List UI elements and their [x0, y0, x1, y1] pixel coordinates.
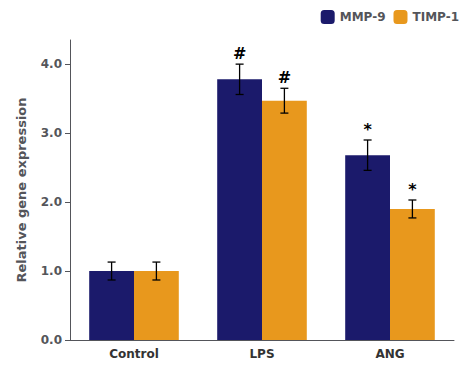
svg-text:0.0: 0.0 — [41, 333, 62, 347]
svg-text:LPS: LPS — [249, 347, 274, 361]
svg-text:*: * — [408, 180, 417, 199]
svg-text:2.0: 2.0 — [41, 195, 62, 209]
svg-text:TIMP-1: TIMP-1 — [412, 10, 459, 24]
svg-text:MMP-9: MMP-9 — [340, 10, 386, 24]
svg-text:4.0: 4.0 — [41, 57, 62, 71]
svg-text:3.0: 3.0 — [41, 126, 62, 140]
svg-text:#: # — [233, 44, 246, 63]
svg-text:Relative gene expression: Relative gene expression — [14, 97, 29, 282]
svg-text:ANG: ANG — [375, 347, 404, 361]
svg-text:#: # — [278, 68, 291, 87]
svg-text:*: * — [363, 120, 372, 139]
svg-text:Control: Control — [109, 347, 159, 361]
svg-text:1.0: 1.0 — [41, 264, 62, 278]
